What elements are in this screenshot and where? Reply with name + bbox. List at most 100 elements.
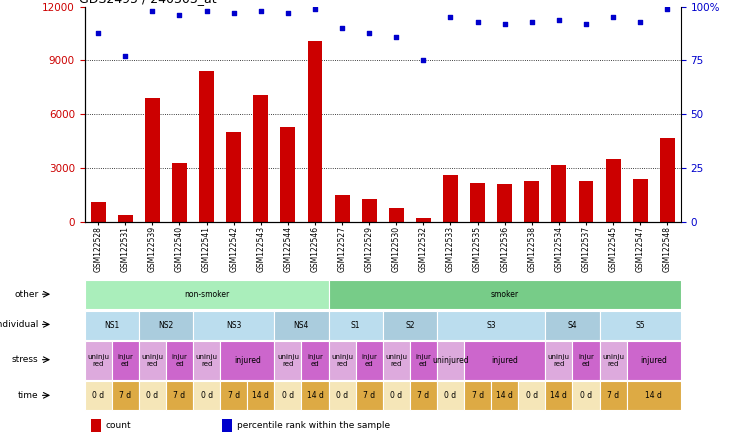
Bar xyxy=(355,341,383,380)
Point xyxy=(282,10,294,17)
Text: 0 d: 0 d xyxy=(390,392,403,400)
Text: 7 d: 7 d xyxy=(472,392,484,400)
Bar xyxy=(139,381,166,410)
Bar xyxy=(118,215,132,222)
Bar xyxy=(280,127,295,222)
Text: uninju
red: uninju red xyxy=(602,354,624,367)
Bar xyxy=(545,381,573,410)
Text: GDS2495 / 240303_at: GDS2495 / 240303_at xyxy=(79,0,216,5)
Bar xyxy=(600,381,626,410)
Bar xyxy=(633,179,648,222)
Text: 7 d: 7 d xyxy=(119,392,131,400)
Bar xyxy=(85,310,139,340)
Text: uninju
red: uninju red xyxy=(548,354,570,367)
Text: uninju
red: uninju red xyxy=(141,354,163,367)
Bar xyxy=(328,310,383,340)
Text: 0 d: 0 d xyxy=(526,392,538,400)
Text: S3: S3 xyxy=(486,321,496,329)
Text: 14 d: 14 d xyxy=(306,392,323,400)
Text: injur
ed: injur ed xyxy=(361,354,377,367)
Text: 7 d: 7 d xyxy=(227,392,240,400)
Bar xyxy=(193,341,220,380)
Bar xyxy=(606,159,620,222)
Text: uninju
red: uninju red xyxy=(87,354,109,367)
Bar xyxy=(328,381,355,410)
Text: 7 d: 7 d xyxy=(607,392,619,400)
Bar xyxy=(275,381,302,410)
Text: injured: injured xyxy=(640,356,667,365)
Bar xyxy=(335,195,350,222)
Text: S1: S1 xyxy=(351,321,361,329)
Text: 14 d: 14 d xyxy=(645,392,662,400)
Text: 0 d: 0 d xyxy=(336,392,348,400)
Text: 0 d: 0 d xyxy=(282,392,294,400)
Bar xyxy=(308,41,322,222)
Text: 0 d: 0 d xyxy=(445,392,456,400)
Text: 0 d: 0 d xyxy=(200,392,213,400)
Bar xyxy=(91,420,102,432)
Bar xyxy=(464,341,545,380)
Point xyxy=(174,12,185,19)
Point xyxy=(336,25,348,32)
Bar xyxy=(545,341,573,380)
Text: NS4: NS4 xyxy=(294,321,309,329)
Text: 14 d: 14 d xyxy=(252,392,269,400)
Text: 14 d: 14 d xyxy=(551,392,567,400)
Text: 14 d: 14 d xyxy=(496,392,513,400)
Bar xyxy=(166,341,193,380)
Bar xyxy=(253,95,268,222)
Bar xyxy=(383,310,437,340)
Bar xyxy=(139,341,166,380)
Point xyxy=(662,5,673,12)
Bar xyxy=(193,381,220,410)
Bar xyxy=(328,341,355,380)
Text: 7 d: 7 d xyxy=(417,392,429,400)
Point xyxy=(526,18,537,25)
Point xyxy=(607,14,619,21)
Bar xyxy=(85,341,112,380)
Bar xyxy=(470,182,485,222)
Text: uninju
red: uninju red xyxy=(196,354,218,367)
Bar xyxy=(383,381,410,410)
Bar xyxy=(573,341,600,380)
Bar xyxy=(464,381,491,410)
Text: uninjured: uninjured xyxy=(432,356,469,365)
Bar xyxy=(383,341,410,380)
Text: injur
ed: injur ed xyxy=(117,354,133,367)
Text: injured: injured xyxy=(234,356,261,365)
Bar xyxy=(389,208,404,222)
Bar xyxy=(193,310,275,340)
Bar xyxy=(112,381,139,410)
Text: individual: individual xyxy=(0,320,38,329)
Point xyxy=(499,20,511,28)
Bar xyxy=(600,341,626,380)
Text: injured: injured xyxy=(491,356,518,365)
Text: time: time xyxy=(18,391,38,400)
Bar xyxy=(416,218,431,222)
Point xyxy=(201,8,213,15)
Bar xyxy=(524,181,539,222)
Text: percentile rank within the sample: percentile rank within the sample xyxy=(237,421,390,430)
Bar xyxy=(302,381,328,410)
Text: other: other xyxy=(14,290,38,299)
Bar xyxy=(85,280,328,309)
Bar xyxy=(410,381,437,410)
Bar xyxy=(247,381,275,410)
Point xyxy=(146,8,158,15)
Text: smoker: smoker xyxy=(491,290,519,299)
Point xyxy=(228,10,240,17)
Bar xyxy=(551,165,566,222)
Text: 0 d: 0 d xyxy=(146,392,158,400)
Bar xyxy=(166,381,193,410)
Text: S2: S2 xyxy=(405,321,414,329)
Text: S4: S4 xyxy=(567,321,577,329)
Text: injur
ed: injur ed xyxy=(578,354,594,367)
Point xyxy=(390,33,402,40)
Bar xyxy=(302,341,328,380)
Bar xyxy=(275,310,328,340)
Bar xyxy=(145,98,160,222)
Point xyxy=(634,18,646,25)
Bar xyxy=(437,381,464,410)
Text: non-smoker: non-smoker xyxy=(184,290,229,299)
Bar xyxy=(222,420,233,432)
